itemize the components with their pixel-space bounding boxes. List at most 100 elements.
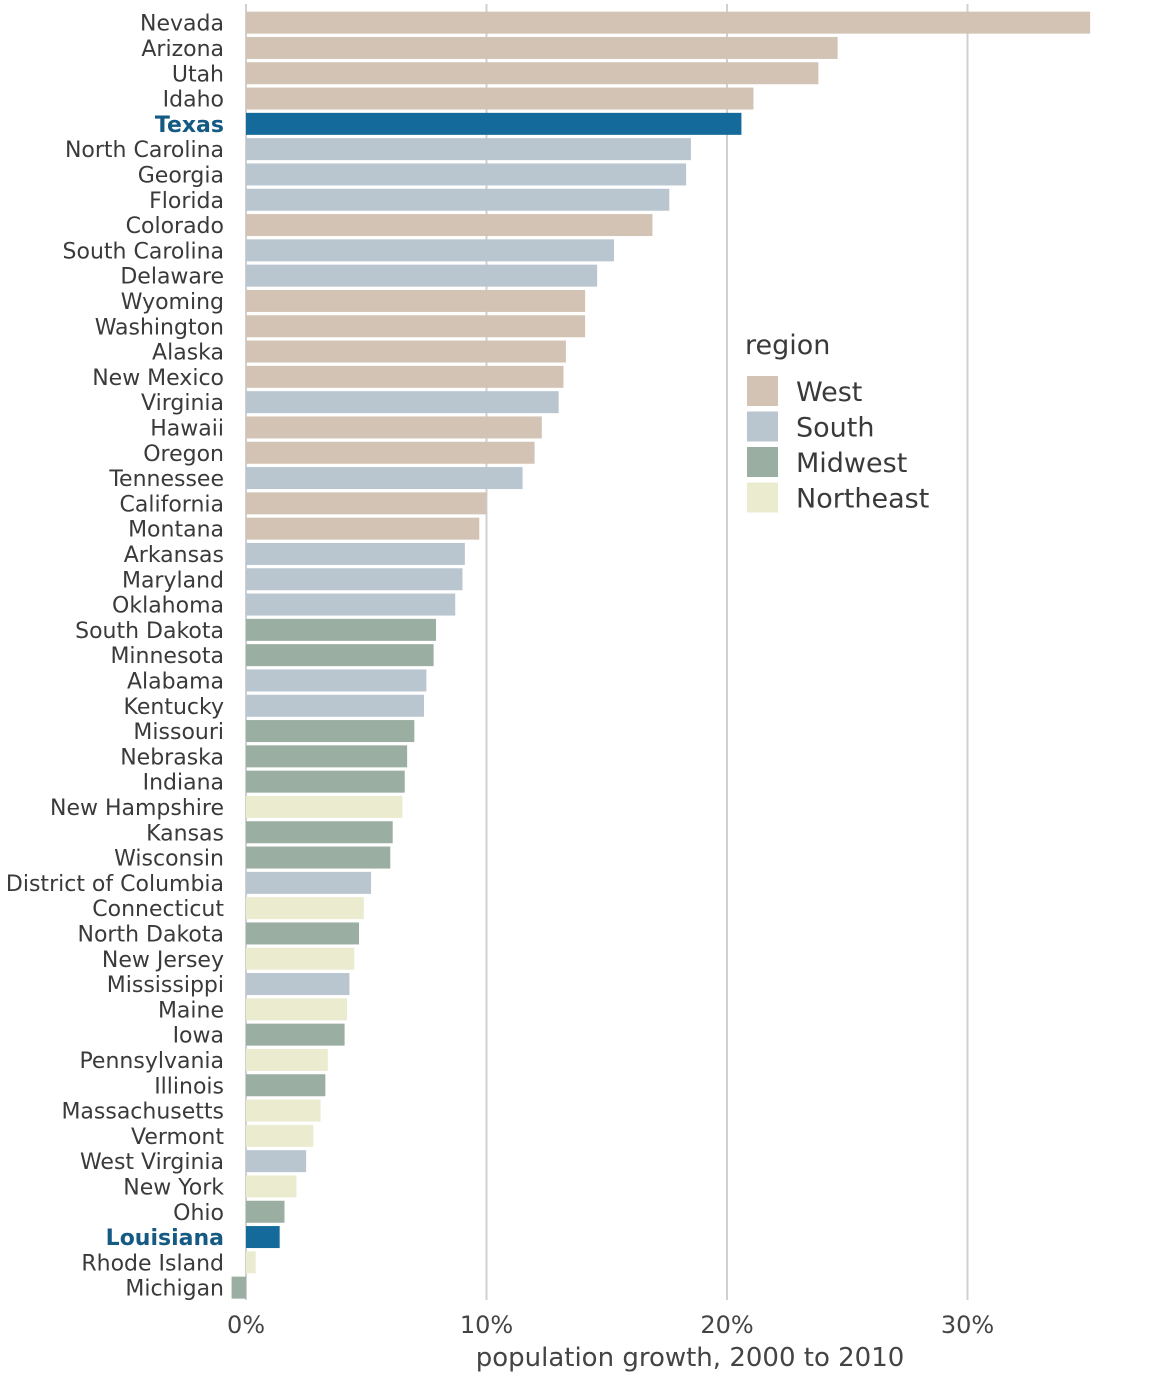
state-label: West Virginia — [80, 1150, 224, 1175]
state-label: Arkansas — [124, 543, 224, 568]
state-label: Oklahoma — [112, 594, 224, 619]
bar-connecticut — [246, 897, 364, 920]
state-label: Vermont — [131, 1125, 224, 1150]
state-label: Nevada — [140, 12, 224, 37]
x-axis-ticks: 0% 10% 20% 30% — [227, 1311, 994, 1339]
bar-idaho — [246, 87, 754, 110]
x-tick-label: 10% — [460, 1311, 513, 1339]
state-label: Delaware — [120, 265, 224, 290]
state-label: Wyoming — [121, 290, 224, 315]
bar-maine — [246, 998, 348, 1021]
state-label: Indiana — [143, 771, 224, 796]
bar-virginia — [246, 391, 559, 414]
bar-oregon — [246, 441, 535, 464]
bars — [231, 11, 1091, 1299]
bar-kentucky — [246, 694, 424, 717]
bar-wisconsin — [246, 846, 391, 869]
bar-new-york — [246, 1175, 297, 1198]
state-label: Pennsylvania — [79, 1049, 224, 1074]
state-label: Georgia — [138, 163, 224, 188]
state-label: Utah — [172, 62, 224, 87]
legend-label-midwest: Midwest — [796, 448, 907, 479]
bar-west-virginia — [246, 1150, 307, 1173]
bar-kansas — [246, 821, 393, 844]
legend: region West South Midwest Northeast — [745, 330, 929, 515]
state-label: Colorado — [126, 214, 224, 239]
bar-ohio — [246, 1200, 285, 1223]
state-label: Kansas — [146, 821, 224, 846]
x-axis-title: population growth, 2000 to 2010 — [476, 1343, 905, 1373]
state-label: Michigan — [125, 1277, 224, 1302]
bar-district-of-columbia — [246, 871, 372, 894]
bar-hawaii — [246, 416, 542, 439]
state-label: Nebraska — [120, 745, 224, 770]
bar-new-hampshire — [246, 795, 403, 818]
state-label: Tennessee — [108, 467, 224, 492]
state-label: New Jersey — [102, 948, 224, 973]
state-label: South Dakota — [75, 619, 224, 644]
legend-title: region — [745, 330, 830, 361]
state-label: Montana — [128, 518, 224, 543]
bar-oklahoma — [246, 593, 456, 616]
state-label: Wisconsin — [114, 847, 224, 872]
bar-pennsylvania — [246, 1048, 328, 1071]
bar-new-mexico — [246, 365, 564, 388]
bar-vermont — [246, 1124, 314, 1147]
bar-missouri — [246, 720, 415, 743]
bar-alabama — [246, 669, 427, 692]
x-tick-label: 30% — [941, 1311, 994, 1339]
bar-louisiana — [246, 1226, 280, 1249]
x-tick-label: 0% — [227, 1311, 265, 1339]
bar-north-dakota — [246, 922, 360, 945]
bar-illinois — [246, 1074, 326, 1097]
state-label: Connecticut — [92, 897, 224, 922]
state-label: California — [120, 492, 224, 517]
bar-tennessee — [246, 467, 523, 490]
bar-minnesota — [246, 644, 434, 667]
state-label: North Carolina — [65, 138, 224, 163]
state-label: Texas — [155, 113, 224, 138]
bar-delaware — [246, 264, 598, 287]
state-label: New York — [123, 1175, 224, 1200]
state-label: South Carolina — [63, 239, 224, 264]
state-label: Hawaii — [150, 416, 224, 441]
state-label: Illinois — [154, 1074, 224, 1099]
state-label: Mississippi — [107, 973, 224, 998]
bar-utah — [246, 62, 819, 85]
bar-alaska — [246, 340, 566, 363]
bar-indiana — [246, 770, 405, 793]
legend-swatch-west — [747, 376, 778, 406]
bar-wyoming — [246, 289, 586, 312]
state-label: Rhode Island — [81, 1251, 224, 1276]
state-label: District of Columbia — [6, 872, 224, 897]
state-label: New Hampshire — [50, 796, 224, 821]
bar-south-dakota — [246, 618, 436, 641]
state-label: Kentucky — [124, 695, 224, 720]
state-label: Minnesota — [110, 644, 224, 669]
legend-label-northeast: Northeast — [796, 484, 929, 515]
state-label: Iowa — [173, 1024, 224, 1049]
bar-maryland — [246, 568, 463, 591]
state-label: Ohio — [173, 1201, 224, 1226]
bar-montana — [246, 517, 480, 540]
legend-label-west: West — [796, 377, 862, 408]
bar-north-carolina — [246, 138, 691, 161]
legend-swatch-northeast — [747, 482, 778, 513]
bar-nevada — [246, 11, 1091, 34]
bar-washington — [246, 315, 586, 338]
legend-label-south: South — [796, 413, 874, 444]
state-label: Missouri — [133, 720, 224, 745]
bar-rhode-island — [246, 1251, 256, 1274]
bar-michigan — [231, 1276, 246, 1299]
bar-arkansas — [246, 542, 465, 565]
state-label: Oregon — [143, 442, 224, 467]
x-tick-label: 20% — [700, 1311, 753, 1339]
bar-new-jersey — [246, 947, 355, 970]
bar-texas — [246, 112, 742, 135]
bar-florida — [246, 188, 670, 211]
state-label: Alabama — [127, 669, 224, 694]
state-label: Alaska — [152, 341, 224, 366]
bar-nebraska — [246, 745, 408, 768]
